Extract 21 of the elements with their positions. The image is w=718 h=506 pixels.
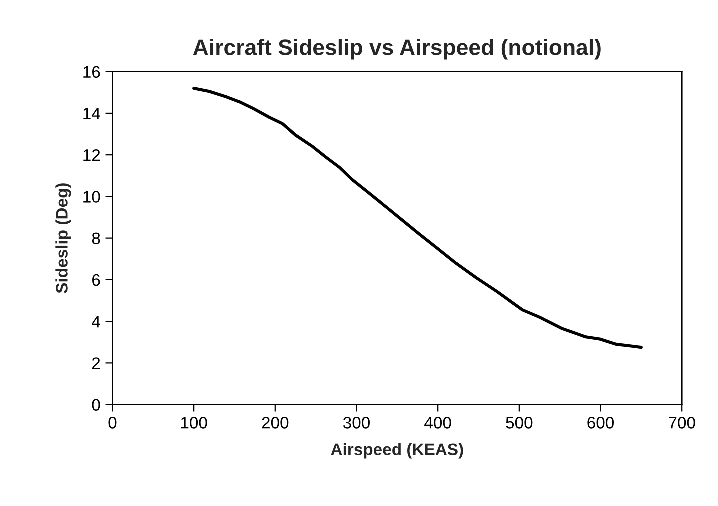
y-tick-label: 12 [84,149,100,162]
y-tick-label: 6 [92,274,100,286]
x-tick-label: 600 [588,417,614,429]
x-tick-label: 300 [343,417,370,429]
x-tick-label: 200 [262,417,289,429]
x-tick-label: 700 [669,417,696,429]
x-tick-label: 400 [424,417,452,429]
line-series [192,86,643,350]
y-tick-label: 14 [84,108,100,120]
chart-title: Aircraft Sideslip vs Airspeed (notional) [193,39,601,60]
x-tick-label: 500 [506,417,533,429]
y-tick-label: 16 [84,66,100,78]
y-tick-label: 0 [92,399,100,412]
y-tick-label: 8 [92,232,100,245]
y-tick-label: 4 [92,316,100,328]
y-tick-label: 10 [84,191,100,203]
y-tick-label: 2 [92,358,100,370]
y-axis-title: Sideslip (Deg) [56,184,72,294]
x-tick-label: 100 [181,417,208,429]
x-axis-title: Airspeed (KEAS) [331,443,464,459]
x-tick-label: 0 [108,417,117,429]
